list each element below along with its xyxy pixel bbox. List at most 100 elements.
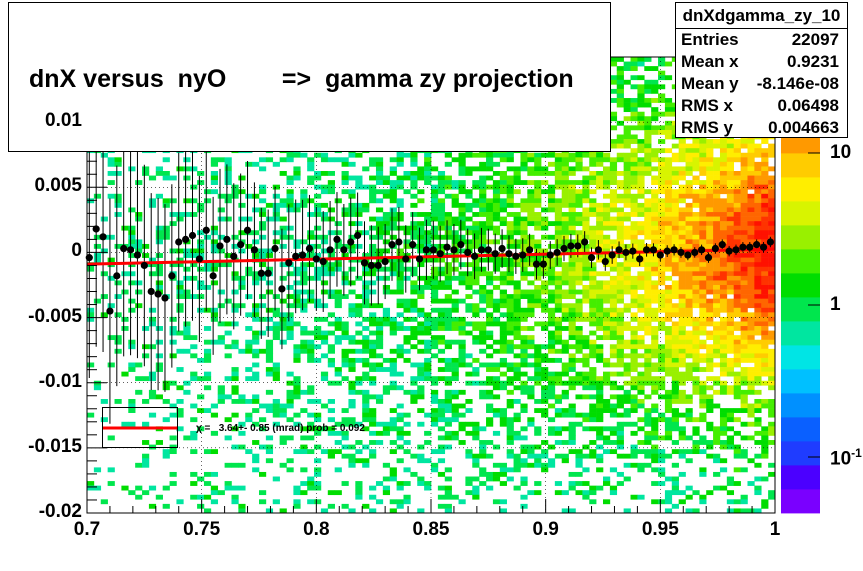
heatmap-cell <box>637 93 645 99</box>
heatmap-cell <box>437 503 446 509</box>
heatmap-cell <box>664 421 673 427</box>
heatmap-cell <box>107 157 115 163</box>
heatmap-cell <box>320 353 329 359</box>
heatmap-cell <box>431 316 439 322</box>
heatmap-cell <box>513 212 521 217</box>
heatmap-cell <box>527 335 535 341</box>
heatmap-cell <box>121 421 129 427</box>
heatmap-cell <box>678 152 686 158</box>
heatmap-cell <box>699 225 707 231</box>
heatmap-cell <box>733 221 741 227</box>
heatmap-cell <box>768 280 776 286</box>
heatmap-cell <box>651 417 659 423</box>
heatmap-cell <box>520 275 528 281</box>
heatmap-cell <box>616 289 624 295</box>
heatmap-cell <box>630 116 638 122</box>
heatmap-cell <box>135 243 143 249</box>
heatmap-cell <box>761 202 769 208</box>
heatmap-cell <box>506 339 514 345</box>
heatmap-cell <box>699 216 707 222</box>
heatmap-cell <box>754 403 762 409</box>
heatmap-cell <box>754 216 762 222</box>
heatmap-cell <box>238 175 246 181</box>
heatmap-cell <box>692 330 700 336</box>
heatmap-cell <box>671 385 679 391</box>
heatmap-cell <box>265 389 274 395</box>
heatmap-cell <box>396 225 404 231</box>
profile-point <box>168 272 176 280</box>
heatmap-cell <box>203 307 212 313</box>
heatmap-cell <box>671 207 679 213</box>
heatmap-cell <box>499 152 507 158</box>
heatmap-cell <box>424 357 432 363</box>
heatmap-cell <box>561 394 569 400</box>
heatmap-cell <box>726 371 735 377</box>
heatmap-cell <box>575 348 583 354</box>
heatmap-cell <box>382 239 391 245</box>
heatmap-cell <box>431 389 439 395</box>
heatmap-cell <box>554 175 563 181</box>
heatmap-cell <box>362 503 370 509</box>
heatmap-cell <box>623 353 631 359</box>
heatmap-cell <box>713 193 721 199</box>
heatmap-cell <box>327 503 335 509</box>
heatmap-cell <box>513 435 521 441</box>
heatmap-cell <box>699 316 707 322</box>
heatmap-cell <box>506 298 514 304</box>
heatmap-cell <box>561 171 569 176</box>
heatmap-cell <box>210 312 219 318</box>
heatmap-cell <box>382 175 391 181</box>
heatmap-cell <box>286 417 294 423</box>
heatmap-cell <box>658 111 666 117</box>
heatmap-cell <box>142 399 150 404</box>
heatmap-cell <box>582 193 590 199</box>
heatmap-cell <box>747 321 755 327</box>
heatmap-cell <box>561 371 569 377</box>
heatmap-cell <box>534 221 542 227</box>
heatmap-cell <box>444 307 452 313</box>
heatmap-cell <box>286 207 294 213</box>
heatmap-cell <box>726 198 735 204</box>
heatmap-cell <box>582 316 590 322</box>
heatmap-cell <box>224 175 232 181</box>
heatmap-cell <box>644 198 652 204</box>
heatmap-cell <box>520 316 528 322</box>
heatmap-cell <box>554 394 563 400</box>
heatmap-cell <box>733 189 741 195</box>
heatmap-cell <box>658 326 666 331</box>
heatmap-cell <box>444 389 452 395</box>
heatmap-cell <box>465 262 473 268</box>
heatmap-cell <box>575 449 583 455</box>
heatmap-cell <box>582 289 590 295</box>
heatmap-cell <box>719 289 728 295</box>
heatmap-cell <box>396 257 404 263</box>
heatmap-cell <box>307 166 315 172</box>
heatmap-cell <box>458 184 466 190</box>
heatmap-cell <box>87 266 95 272</box>
heatmap-cell <box>561 426 569 432</box>
heatmap-cell <box>637 403 645 409</box>
heatmap-cell <box>547 202 556 208</box>
heatmap-cell <box>375 257 384 263</box>
heatmap-cell <box>465 294 473 299</box>
heatmap-cell <box>265 253 274 258</box>
heatmap-cell <box>506 157 514 163</box>
heatmap-cell <box>651 152 659 158</box>
heatmap-cell <box>492 499 501 505</box>
heatmap-cell <box>506 198 514 204</box>
heatmap-cell <box>678 430 686 436</box>
heatmap-cell <box>740 344 748 350</box>
heatmap-cell <box>410 362 418 368</box>
heatmap-cell <box>424 230 432 236</box>
heatmap-cell <box>671 212 679 217</box>
heatmap-cell <box>740 499 748 505</box>
heatmap-cell <box>458 362 466 368</box>
heatmap-cell <box>341 189 349 195</box>
heatmap-cell <box>768 426 776 432</box>
heatmap-cell <box>630 212 638 217</box>
heatmap-cell <box>265 403 274 409</box>
heatmap-cell <box>252 230 260 236</box>
heatmap-cell <box>307 412 315 418</box>
heatmap-cell <box>396 503 404 509</box>
heatmap-cell <box>307 262 315 268</box>
